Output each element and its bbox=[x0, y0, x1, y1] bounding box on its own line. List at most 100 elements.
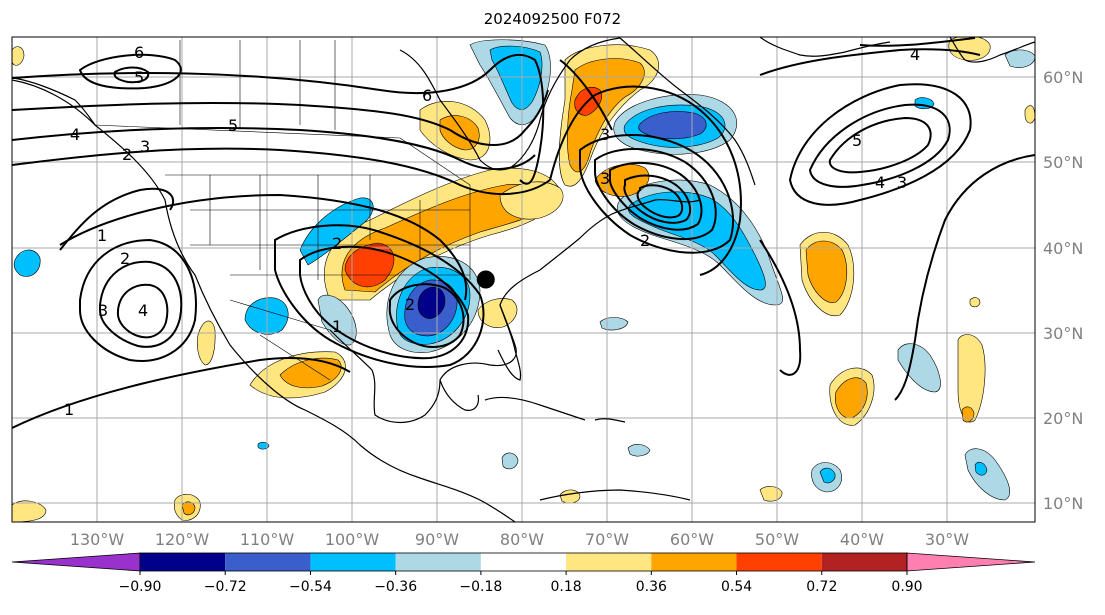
anomaly-positive-atlantic-central-core bbox=[805, 240, 848, 303]
contour-label: 4 bbox=[138, 301, 148, 320]
colorbar-tick-label: −0.36 bbox=[374, 579, 417, 595]
lon-tick-label: 110°W bbox=[240, 530, 295, 549]
lat-tick-label: 50°N bbox=[1043, 153, 1083, 172]
colorbar-tick-label: 0.18 bbox=[551, 579, 582, 595]
contour-low-3 bbox=[388, 283, 465, 348]
contour-label: 2 bbox=[120, 249, 130, 268]
colorbar-tick-label: −0.18 bbox=[459, 579, 502, 595]
colorbar-swatch bbox=[736, 553, 822, 571]
anomaly-negative-canada-north-core bbox=[489, 45, 543, 110]
contour-atlantic-high-3 bbox=[828, 116, 932, 174]
anomaly-negative-small-2 bbox=[257, 441, 270, 450]
colorbar-swatch bbox=[310, 553, 396, 571]
contour-east-low-2 bbox=[594, 148, 717, 241]
anomaly-positive-pacific-nw bbox=[12, 46, 25, 66]
contour-label: 1 bbox=[97, 226, 107, 245]
lat-tick-label: 60°N bbox=[1043, 68, 1083, 87]
colorbar-swatch bbox=[395, 553, 481, 571]
colorbar-frame bbox=[139, 552, 908, 572]
coast-yucatan bbox=[439, 379, 480, 411]
contour-atlantic-east bbox=[894, 154, 1035, 401]
contour-labels: 6 5 6 5 4 3 2 1 2 3 4 1 1 2 2 3 3 2 4 5 … bbox=[64, 43, 920, 419]
colorbar-tick-label: −0.90 bbox=[119, 579, 162, 595]
contour-atlantic-high-1 bbox=[788, 83, 972, 206]
contour-label: 2 bbox=[640, 231, 650, 250]
contour-5-pacific bbox=[113, 66, 150, 84]
contour-pacific-low-3 bbox=[116, 283, 169, 339]
contour-north-ridge bbox=[559, 59, 613, 131]
colorbar-extend-high bbox=[906, 552, 1036, 572]
coast-alaska bbox=[12, 77, 96, 126]
coast-south-america bbox=[539, 489, 691, 501]
contour-east-low-1 bbox=[579, 134, 735, 254]
anomaly-positive-far-right bbox=[1024, 105, 1035, 124]
contour-atlantic-high-2 bbox=[808, 103, 951, 188]
coastlines bbox=[12, 37, 1035, 522]
lon-tick-label: 70°W bbox=[585, 530, 629, 549]
colorbar-tick-label: −0.72 bbox=[204, 579, 247, 595]
contour-label: 2 bbox=[405, 295, 415, 314]
anomaly-negative-labrador-core bbox=[638, 111, 707, 140]
lon-tick-label: 100°W bbox=[325, 530, 380, 549]
anomaly-negative-east-atlantic-south-core bbox=[974, 461, 988, 476]
contour-label: 3 bbox=[600, 125, 610, 144]
contour-4-north bbox=[12, 127, 536, 171]
contour-label: 6 bbox=[134, 43, 144, 62]
contour-label: 2 bbox=[332, 234, 342, 253]
anomaly-positive-nw-atlantic bbox=[559, 489, 581, 504]
colorbar-swatch bbox=[566, 553, 652, 571]
colorbar: −0.90 −0.72 −0.54 −0.36 −0.18 0.18 0.36 0.54 0.7… bbox=[11, 552, 1036, 595]
coast-florida bbox=[497, 304, 522, 381]
anomaly-negative-gulf-max bbox=[417, 286, 446, 319]
contour-4-right bbox=[859, 37, 976, 47]
contour-label: 3 bbox=[140, 137, 150, 156]
anomaly-negative-east-atlantic-south bbox=[964, 448, 1010, 501]
colorbar-tick-label: −0.54 bbox=[289, 579, 332, 595]
contour-label: 4 bbox=[875, 173, 885, 192]
contour-3-atlantic-south bbox=[759, 239, 802, 376]
colorbar-tick-label: 0.54 bbox=[721, 579, 752, 595]
anomaly-negative-central-america bbox=[501, 452, 519, 470]
colorbar-swatch bbox=[480, 553, 567, 571]
lat-tick-label: 30°N bbox=[1043, 324, 1083, 343]
contour-low-2 bbox=[299, 245, 470, 360]
lon-tick-label: 40°W bbox=[840, 530, 884, 549]
contour-5-north bbox=[12, 89, 549, 146]
coast-greenland-east bbox=[949, 37, 1035, 63]
colorbar-tick-label: 0.72 bbox=[806, 579, 837, 595]
lon-tick-label: 50°W bbox=[755, 530, 799, 549]
contour-east-low-4 bbox=[623, 174, 692, 224]
height-contours bbox=[12, 37, 1035, 429]
map-title: 2024092500 F072 bbox=[483, 10, 622, 28]
anomaly-positive-mexico-core bbox=[279, 357, 342, 389]
colorbar-tick-label: 0.36 bbox=[636, 579, 667, 595]
anomaly-negative-pacific bbox=[13, 249, 41, 277]
contour-label: 5 bbox=[852, 131, 862, 150]
lat-tick-label: 40°N bbox=[1043, 239, 1083, 258]
contour-4-atlantic bbox=[759, 48, 981, 76]
contour-pacific-low-2 bbox=[99, 260, 183, 348]
anomaly-positive-east-atlantic bbox=[957, 334, 986, 423]
contour-6-north bbox=[12, 53, 545, 185]
graticule bbox=[12, 37, 1035, 522]
lon-tick-label: 80°W bbox=[500, 530, 544, 549]
contour-2-central bbox=[59, 193, 468, 301]
contour-3-north bbox=[12, 147, 551, 196]
contour-east-low-3 bbox=[609, 161, 703, 231]
contour-1-south bbox=[12, 357, 351, 429]
anomaly-positive-pacific-south-core bbox=[181, 501, 196, 516]
anomaly-positive-small-3 bbox=[969, 297, 981, 308]
contour-label: 3 bbox=[98, 301, 108, 320]
anomaly-negative-antilles bbox=[627, 444, 651, 457]
map-frame bbox=[11, 36, 1036, 523]
location-marker bbox=[476, 270, 495, 289]
contour-label: 2 bbox=[122, 145, 132, 164]
lon-tick-label: 130°W bbox=[70, 530, 125, 549]
contour-label: 3 bbox=[600, 169, 610, 188]
contour-label: 6 bbox=[422, 86, 432, 105]
lon-tick-label: 30°W bbox=[925, 530, 969, 549]
coast-labrador bbox=[619, 37, 756, 186]
anomaly-negative-mid-atlantic-core bbox=[819, 467, 836, 484]
colorbar-tick-label: 0.90 bbox=[891, 579, 922, 595]
colorbar-swatch bbox=[140, 553, 226, 571]
